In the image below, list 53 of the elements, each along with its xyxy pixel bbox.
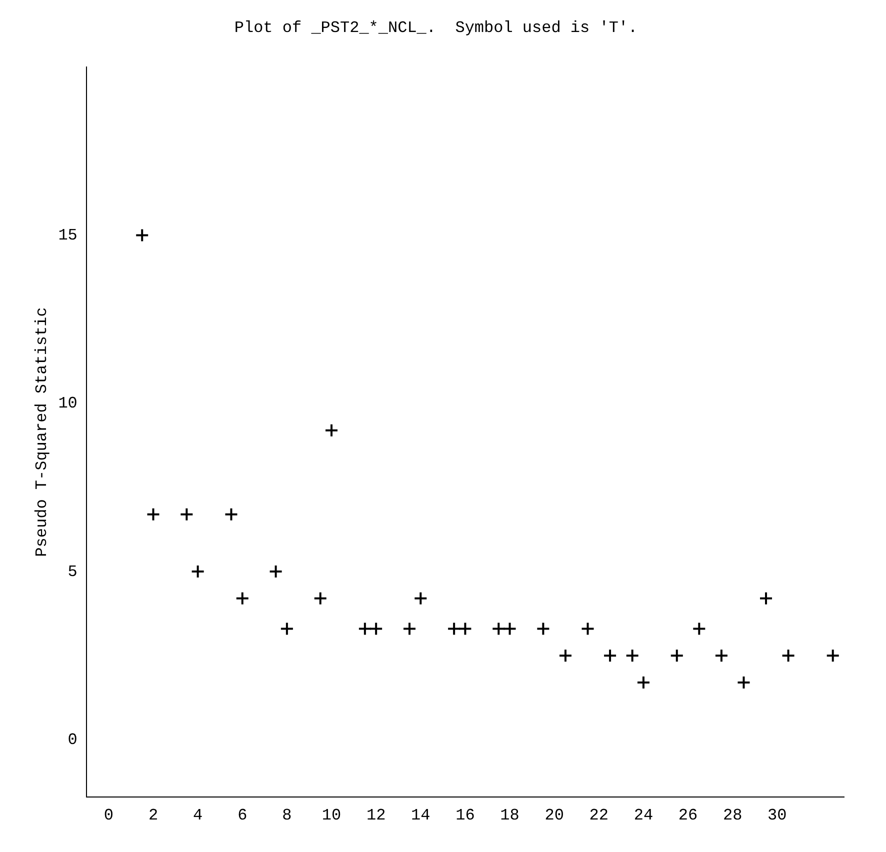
point — [492, 622, 506, 636]
point — [268, 564, 283, 579]
point — [369, 622, 384, 636]
point — [190, 564, 205, 579]
point — [324, 423, 339, 438]
point — [759, 591, 774, 606]
point — [625, 648, 640, 663]
point — [235, 591, 250, 606]
x-tick-label: 8 — [282, 806, 292, 825]
point — [447, 622, 462, 636]
y-tick-label: 10 — [58, 394, 78, 413]
x-tick-label: 0 — [104, 806, 114, 825]
chart-title: Plot of _PST2_*_NCL_. Symbol used is 'T'. — [234, 18, 638, 37]
x-tick-label: 12 — [366, 806, 386, 825]
x-tick-label: 14 — [411, 806, 430, 825]
point — [558, 648, 572, 663]
x-tick-label: 16 — [456, 806, 475, 825]
point — [313, 591, 328, 606]
point — [146, 507, 160, 522]
y-tick-label: 15 — [58, 226, 78, 245]
point — [781, 648, 796, 663]
x-tick-label: 18 — [500, 806, 520, 825]
point — [402, 622, 416, 636]
point — [224, 507, 238, 522]
point — [358, 622, 372, 636]
x-tick-label: 4 — [193, 806, 203, 825]
x-tick-label: 2 — [148, 806, 158, 825]
point — [714, 648, 728, 663]
x-tick-label: 26 — [678, 806, 698, 825]
point — [826, 648, 840, 663]
point — [692, 622, 706, 636]
x-tick-label: 24 — [634, 806, 654, 825]
y-axis-title: Pseudo T-Squared Statistic — [32, 307, 51, 557]
x-tick-label: 22 — [589, 806, 608, 825]
x-tick-label: 20 — [544, 806, 564, 825]
x-tick-label: 6 — [238, 806, 248, 825]
point — [580, 622, 595, 636]
point — [603, 648, 618, 663]
point — [736, 675, 751, 690]
x-tick-label: 10 — [322, 806, 342, 825]
point — [180, 507, 194, 522]
x-tick-label: 30 — [768, 806, 787, 825]
point — [280, 622, 294, 636]
point — [536, 622, 550, 636]
y-tick-label: 0 — [68, 730, 78, 749]
y-tick-label: 5 — [68, 562, 78, 581]
point — [670, 648, 684, 663]
point — [502, 622, 517, 636]
point — [458, 622, 472, 636]
point — [135, 228, 150, 242]
point — [636, 675, 650, 690]
point — [414, 591, 428, 606]
x-tick-label: 28 — [722, 806, 742, 825]
